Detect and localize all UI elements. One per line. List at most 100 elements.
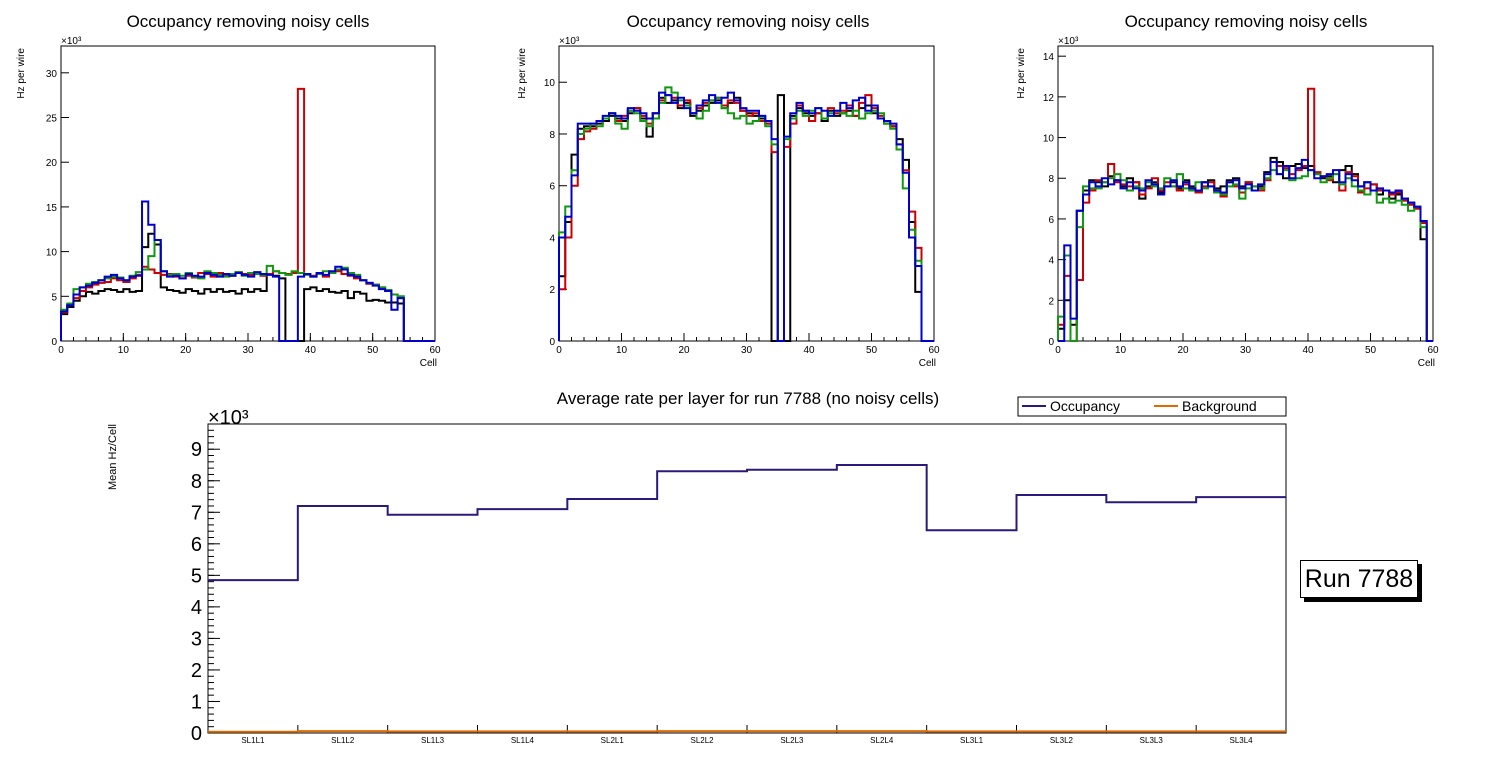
x-tick-label: 20 xyxy=(180,345,192,356)
x-category-label: SL3L3 xyxy=(1140,736,1164,745)
y-exponent-label: ×10³ xyxy=(208,407,249,429)
x-category-label: SL3L1 xyxy=(960,736,984,745)
y-tick-label: 8 xyxy=(191,471,202,493)
run-label-box: Run 7788 xyxy=(1300,560,1418,598)
x-tick-label: 30 xyxy=(1240,345,1252,356)
y-tick-label: 0 xyxy=(549,337,555,348)
x-category-label: SL3L4 xyxy=(1230,736,1254,745)
x-category-label: SL1L4 xyxy=(511,736,535,745)
y-tick-label: 14 xyxy=(1043,52,1055,63)
y-tick-label: 12 xyxy=(1043,93,1055,104)
occupancy-panel-3: Occupancy removing noisy cells Hz per wi… xyxy=(1016,12,1439,369)
series-red-line xyxy=(558,94,934,342)
x-category-label: SL2L2 xyxy=(691,736,715,745)
x-category-label: SL1L1 xyxy=(241,736,265,745)
y-tick-label: 5 xyxy=(51,292,57,303)
y-tick-label: 6 xyxy=(1048,215,1054,226)
y-exponent-label: ×10³ xyxy=(61,36,82,47)
y-exponent-label: ×10³ xyxy=(559,36,580,47)
x-tick-label: 10 xyxy=(118,345,130,356)
y-tick-label: 25 xyxy=(46,114,58,125)
x-tick-label: 10 xyxy=(1115,345,1127,356)
legend-label-background: Background xyxy=(1182,398,1257,414)
x-category-label: SL1L3 xyxy=(421,736,445,745)
y-tick-label: 0 xyxy=(1048,337,1054,348)
panel-title: Occupancy removing noisy cells xyxy=(127,12,370,31)
y-tick-label: 1 xyxy=(191,691,202,713)
series-black-line xyxy=(60,232,435,342)
legend: Occupancy Background xyxy=(1017,396,1287,417)
series-green-line xyxy=(558,86,934,342)
x-tick-label: 10 xyxy=(616,345,628,356)
y-tick-label: 6 xyxy=(549,182,555,193)
y-tick-label: 15 xyxy=(46,203,58,214)
y-tick-label: 0 xyxy=(51,337,57,348)
y-tick-label: 2 xyxy=(191,660,202,682)
series-red-line xyxy=(1057,87,1433,342)
x-category-label: SL2L4 xyxy=(870,736,894,745)
panel-title: Occupancy removing noisy cells xyxy=(627,12,870,31)
panel-title: Average rate per layer for run 7788 (no … xyxy=(557,389,939,408)
x-category-label: SL2L1 xyxy=(601,736,625,745)
x-category-label: SL3L2 xyxy=(1050,736,1074,745)
x-category-label: SL2L3 xyxy=(780,736,804,745)
x-tick-label: 30 xyxy=(741,345,753,356)
x-tick-label: 40 xyxy=(305,345,317,356)
y-tick-label: 2 xyxy=(1048,296,1054,307)
x-tick-label: 20 xyxy=(678,345,690,356)
x-axis-label: Cell xyxy=(1418,358,1435,369)
x-tick-label: 40 xyxy=(1302,345,1314,356)
x-axis-label: Cell xyxy=(919,358,936,369)
y-exponent-label: ×10³ xyxy=(1058,36,1079,47)
x-tick-label: 50 xyxy=(1365,345,1377,356)
x-tick-label: 50 xyxy=(866,345,878,356)
x-tick-label: 40 xyxy=(803,345,815,356)
series-black-line xyxy=(558,94,934,342)
y-tick-label: 6 xyxy=(191,534,202,556)
series-blue-line xyxy=(1058,158,1433,342)
y-tick-label: 2 xyxy=(549,285,555,296)
series-blue-line xyxy=(60,200,435,342)
x-category-label: SL1L2 xyxy=(331,736,355,745)
y-tick-label: 9 xyxy=(191,439,202,461)
series-occupancy-line xyxy=(208,463,1286,582)
y-tick-label: 7 xyxy=(191,502,202,524)
y-axis-label: Hz per wire xyxy=(517,48,528,99)
y-tick-label: 4 xyxy=(549,233,555,244)
y-tick-label: 8 xyxy=(1048,174,1054,185)
legend-box xyxy=(1017,396,1287,417)
x-tick-label: 60 xyxy=(1427,345,1439,356)
plot-frame xyxy=(558,45,935,342)
y-tick-label: 10 xyxy=(1043,134,1055,145)
average-rate-panel: Average rate per layer for run 7788 (no … xyxy=(107,389,1287,745)
occupancy-panel-2: Occupancy removing noisy cells Hz per wi… xyxy=(517,12,940,369)
y-axis-label: Hz per wire xyxy=(16,48,27,99)
x-tick-label: 0 xyxy=(556,345,562,356)
legend-label-occupancy: Occupancy xyxy=(1050,398,1120,414)
y-tick-label: 10 xyxy=(544,78,556,89)
run-label: Run 7788 xyxy=(1304,564,1414,593)
x-tick-label: 60 xyxy=(429,345,441,356)
x-tick-label: 20 xyxy=(1177,345,1189,356)
panel-title: Occupancy removing noisy cells xyxy=(1125,12,1368,31)
y-tick-label: 4 xyxy=(1048,256,1054,267)
y-tick-label: 8 xyxy=(549,130,555,141)
series-blue-line xyxy=(558,91,934,342)
series-background-line xyxy=(208,730,1286,733)
y-tick-label: 30 xyxy=(46,69,58,80)
x-tick-label: 50 xyxy=(367,345,379,356)
x-tick-label: 0 xyxy=(58,345,64,356)
series-red-line xyxy=(60,87,435,342)
y-tick-label: 5 xyxy=(191,565,202,587)
occupancy-panel-1: Occupancy removing noisy cells Hz per wi… xyxy=(16,12,441,369)
y-tick-label: 4 xyxy=(191,597,202,619)
x-tick-label: 0 xyxy=(1055,345,1061,356)
x-tick-label: 30 xyxy=(242,345,254,356)
series-green-line xyxy=(1057,169,1433,342)
y-tick-label: 0 xyxy=(191,723,202,745)
x-tick-label: 60 xyxy=(928,345,940,356)
y-tick-label: 20 xyxy=(46,158,58,169)
plot-frame xyxy=(60,45,436,342)
y-tick-label: 3 xyxy=(191,628,202,650)
